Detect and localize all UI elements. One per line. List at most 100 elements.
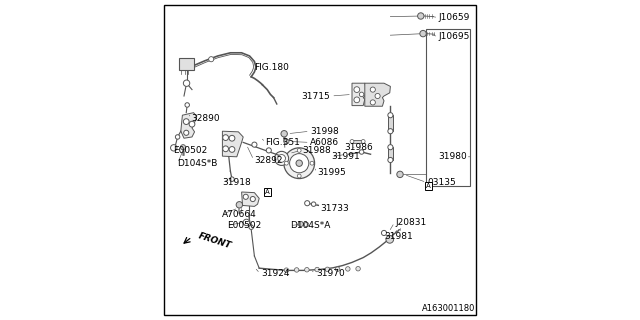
Circle shape <box>284 268 289 272</box>
Text: J10695: J10695 <box>438 32 470 41</box>
Text: FIG.180: FIG.180 <box>254 63 289 72</box>
Circle shape <box>417 13 424 19</box>
Text: 31970: 31970 <box>316 269 345 278</box>
Circle shape <box>252 142 257 147</box>
Circle shape <box>243 219 250 226</box>
Circle shape <box>335 267 340 271</box>
Text: 31998: 31998 <box>310 127 339 136</box>
Circle shape <box>289 154 309 173</box>
Circle shape <box>381 230 387 236</box>
Polygon shape <box>352 83 366 106</box>
Circle shape <box>275 151 289 165</box>
Bar <box>352 140 364 143</box>
Circle shape <box>386 236 394 243</box>
Circle shape <box>354 87 360 92</box>
Circle shape <box>249 225 253 229</box>
Bar <box>388 115 393 131</box>
Circle shape <box>375 93 380 99</box>
Circle shape <box>356 267 360 271</box>
Circle shape <box>312 202 316 206</box>
Circle shape <box>310 161 314 165</box>
Circle shape <box>354 97 360 103</box>
Text: FRONT: FRONT <box>197 231 232 250</box>
Text: 31991: 31991 <box>332 152 360 161</box>
Text: FIG.351: FIG.351 <box>266 138 300 147</box>
Circle shape <box>184 80 189 86</box>
Circle shape <box>388 157 393 163</box>
Circle shape <box>229 135 235 141</box>
Circle shape <box>346 267 350 271</box>
Circle shape <box>189 121 195 127</box>
Text: A: A <box>265 189 269 195</box>
Circle shape <box>370 87 375 92</box>
Circle shape <box>184 130 189 135</box>
Text: 32890: 32890 <box>191 114 220 123</box>
Text: 32892: 32892 <box>254 156 283 164</box>
Text: A70664: A70664 <box>223 210 257 219</box>
Text: E00502: E00502 <box>227 221 262 230</box>
Circle shape <box>184 119 189 124</box>
Text: 31924: 31924 <box>261 269 289 278</box>
Circle shape <box>370 100 375 105</box>
Text: A163001180: A163001180 <box>422 304 475 313</box>
Text: D104S*A: D104S*A <box>291 221 331 230</box>
Circle shape <box>180 145 186 150</box>
Circle shape <box>350 140 354 143</box>
Text: 31988: 31988 <box>302 146 331 155</box>
Circle shape <box>388 145 393 150</box>
Polygon shape <box>181 113 197 138</box>
Circle shape <box>388 129 393 134</box>
Circle shape <box>305 268 309 272</box>
Circle shape <box>281 131 287 137</box>
Text: A6086: A6086 <box>310 138 340 147</box>
Text: 03135: 03135 <box>428 178 456 187</box>
Circle shape <box>229 147 235 152</box>
Text: 31981: 31981 <box>384 232 413 241</box>
Circle shape <box>175 135 180 139</box>
Text: J20831: J20831 <box>396 218 426 227</box>
Circle shape <box>170 145 177 151</box>
Bar <box>388 147 393 160</box>
Circle shape <box>243 194 248 199</box>
Circle shape <box>266 148 271 153</box>
Circle shape <box>278 155 285 162</box>
Circle shape <box>360 150 364 154</box>
Circle shape <box>388 113 393 118</box>
Circle shape <box>223 135 228 140</box>
Circle shape <box>236 202 243 208</box>
Circle shape <box>297 174 301 178</box>
Text: 31715: 31715 <box>301 92 330 100</box>
Circle shape <box>296 160 302 166</box>
Circle shape <box>397 171 403 178</box>
Circle shape <box>315 267 319 272</box>
Circle shape <box>209 57 214 62</box>
Circle shape <box>250 196 255 202</box>
Text: D104S*B: D104S*B <box>178 159 218 168</box>
Circle shape <box>297 148 301 152</box>
Circle shape <box>361 140 365 143</box>
Text: 31995: 31995 <box>317 168 346 177</box>
Circle shape <box>185 103 189 107</box>
Circle shape <box>223 146 228 152</box>
Text: J10659: J10659 <box>438 13 470 22</box>
Text: E00502: E00502 <box>173 146 207 155</box>
Text: 31980: 31980 <box>438 152 467 161</box>
Circle shape <box>284 148 315 179</box>
Circle shape <box>284 139 289 144</box>
Polygon shape <box>365 83 390 106</box>
Circle shape <box>360 92 364 97</box>
Polygon shape <box>223 131 243 157</box>
Text: 31918: 31918 <box>223 178 251 187</box>
Circle shape <box>294 268 299 272</box>
Circle shape <box>420 30 426 37</box>
Text: 31733: 31733 <box>320 204 349 212</box>
Circle shape <box>305 222 309 227</box>
Circle shape <box>230 177 234 181</box>
Circle shape <box>325 267 330 272</box>
Text: A: A <box>426 183 431 188</box>
Circle shape <box>298 221 303 227</box>
Text: 31986: 31986 <box>344 143 372 152</box>
Circle shape <box>284 161 288 165</box>
Circle shape <box>305 201 310 206</box>
Polygon shape <box>242 192 259 206</box>
